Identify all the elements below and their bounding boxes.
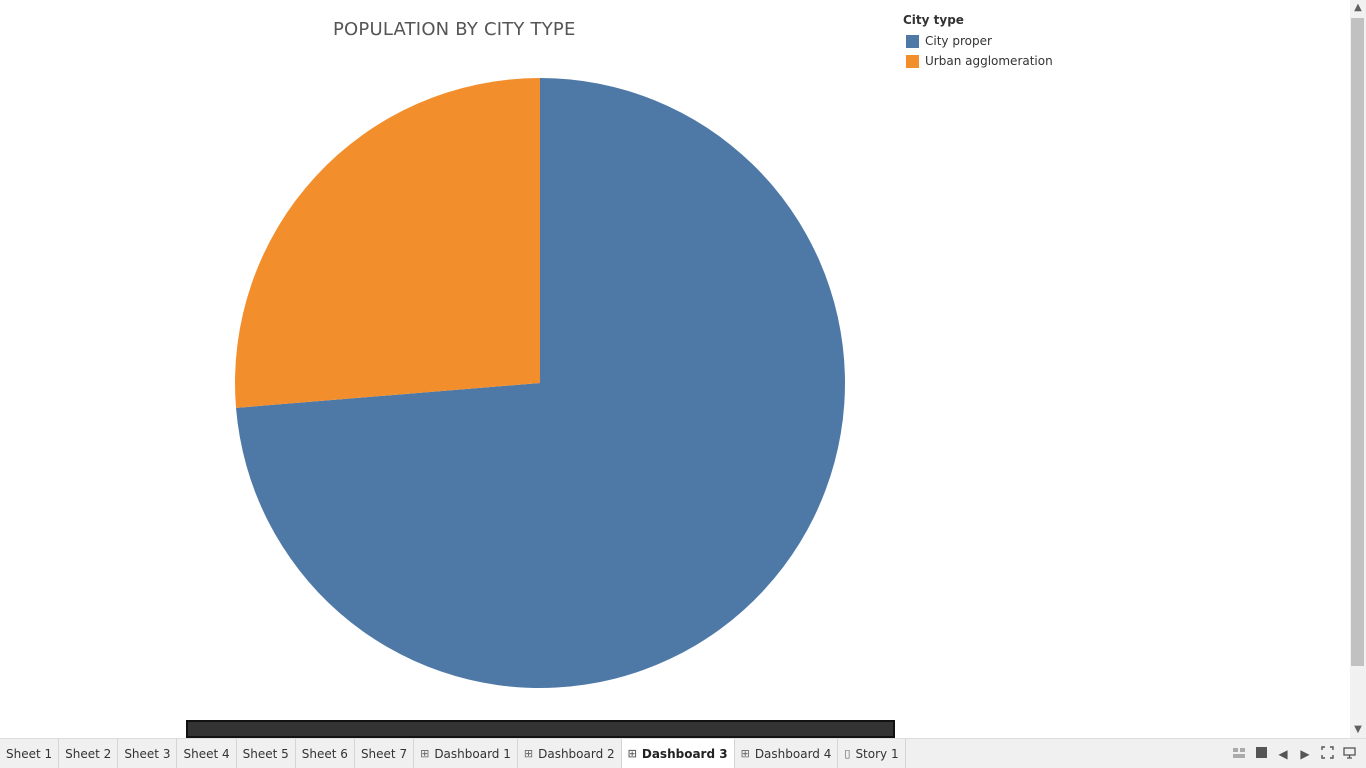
tab-label: Story 1 xyxy=(855,746,899,761)
tab-label: Dashboard 4 xyxy=(754,746,832,761)
tab-label: Sheet 2 xyxy=(65,746,112,761)
tab-label: Sheet 7 xyxy=(360,746,408,761)
tab-label: Sheet 1 xyxy=(6,746,53,761)
tab-bar-tools: ◀ ▶ xyxy=(1228,739,1360,768)
previous-sheet-icon[interactable]: ◀ xyxy=(1278,746,1288,761)
tab-dashboard-3[interactable]: ⊞ Dashboard 3 xyxy=(621,739,735,768)
tab-sheet-5[interactable]: Sheet 5 xyxy=(237,739,296,768)
next-sheet-icon[interactable]: ▶ xyxy=(1300,746,1310,761)
tab-dashboard-4[interactable]: ⊞ Dashboard 4 xyxy=(735,739,839,768)
tab-dashboard-2[interactable]: ⊞ Dashboard 2 xyxy=(518,739,622,768)
dashboard-icon: ⊞ xyxy=(523,747,534,760)
tab-sheet-4[interactable]: Sheet 4 xyxy=(177,739,237,768)
dashboard-icon: ⊞ xyxy=(740,747,750,760)
chart-title: POPULATION BY CITY TYPE xyxy=(333,19,576,40)
sheet-tab-bar: Sheet 1 Sheet 2 Sheet 3 Sheet 4 Sheet 5 Sheet… xyxy=(0,738,1366,768)
pie-slice-city-proper[interactable] xyxy=(236,78,846,688)
pie-chart[interactable] xyxy=(0,0,1350,738)
tab-sheet-7[interactable]: Sheet 7 xyxy=(355,739,415,768)
tab-label: Sheet 5 xyxy=(242,746,289,761)
legend-swatch xyxy=(906,54,919,68)
tab-label: Dashboard 3 xyxy=(641,746,728,761)
pie-slice-urban-agglomeration[interactable] xyxy=(235,78,540,408)
show-sheet-sorter-icon[interactable] xyxy=(1228,747,1250,761)
show-filmstrip-icon[interactable] xyxy=(1250,746,1272,761)
dashboard-icon: ⊞ xyxy=(627,747,637,760)
tab-sheet-1[interactable]: Sheet 1 xyxy=(0,739,60,768)
legend-title: City type xyxy=(903,13,964,27)
dashboard-dark-panel xyxy=(186,720,895,738)
presentation-mode-icon[interactable] xyxy=(1316,745,1338,762)
dashboard-canvas: POPULATION BY CITY TYPE City type City p… xyxy=(0,0,1350,738)
legend-swatch xyxy=(906,34,919,48)
legend-item-city-proper[interactable]: City proper xyxy=(903,31,1053,51)
tab-label: Sheet 3 xyxy=(124,746,171,761)
legend: City type City proper Urban agglomeratio… xyxy=(903,13,1053,71)
legend-item-urban-agglomeration[interactable]: Urban agglomeration xyxy=(903,51,1053,71)
dashboard-icon: ⊞ xyxy=(420,747,430,760)
legend-label: City proper xyxy=(925,34,992,48)
scroll-down-icon[interactable]: ▼ xyxy=(1354,724,1362,735)
tab-dashboard-1[interactable]: ⊞ Dashboard 1 xyxy=(414,739,518,768)
tab-sheet-6[interactable]: Sheet 6 xyxy=(296,739,355,768)
story-icon: ▯ xyxy=(844,747,851,760)
tab-sheet-2[interactable]: Sheet 2 xyxy=(59,739,119,768)
tab-label: Dashboard 1 xyxy=(434,746,511,761)
tab-sheet-3[interactable]: Sheet 3 xyxy=(118,739,178,768)
device-preview-icon[interactable] xyxy=(1338,746,1360,762)
tab-label: Sheet 6 xyxy=(301,746,348,761)
scroll-up-icon[interactable]: ▲ xyxy=(1354,2,1362,13)
tab-label: Sheet 4 xyxy=(183,746,230,761)
tab-label: Dashboard 2 xyxy=(538,746,615,761)
legend-label: Urban agglomeration xyxy=(925,54,1053,68)
vertical-scrollbar[interactable]: ▲ ▼ xyxy=(1350,0,1366,738)
scroll-thumb[interactable] xyxy=(1351,18,1364,666)
tab-story-1[interactable]: ▯ Story 1 xyxy=(838,739,906,768)
